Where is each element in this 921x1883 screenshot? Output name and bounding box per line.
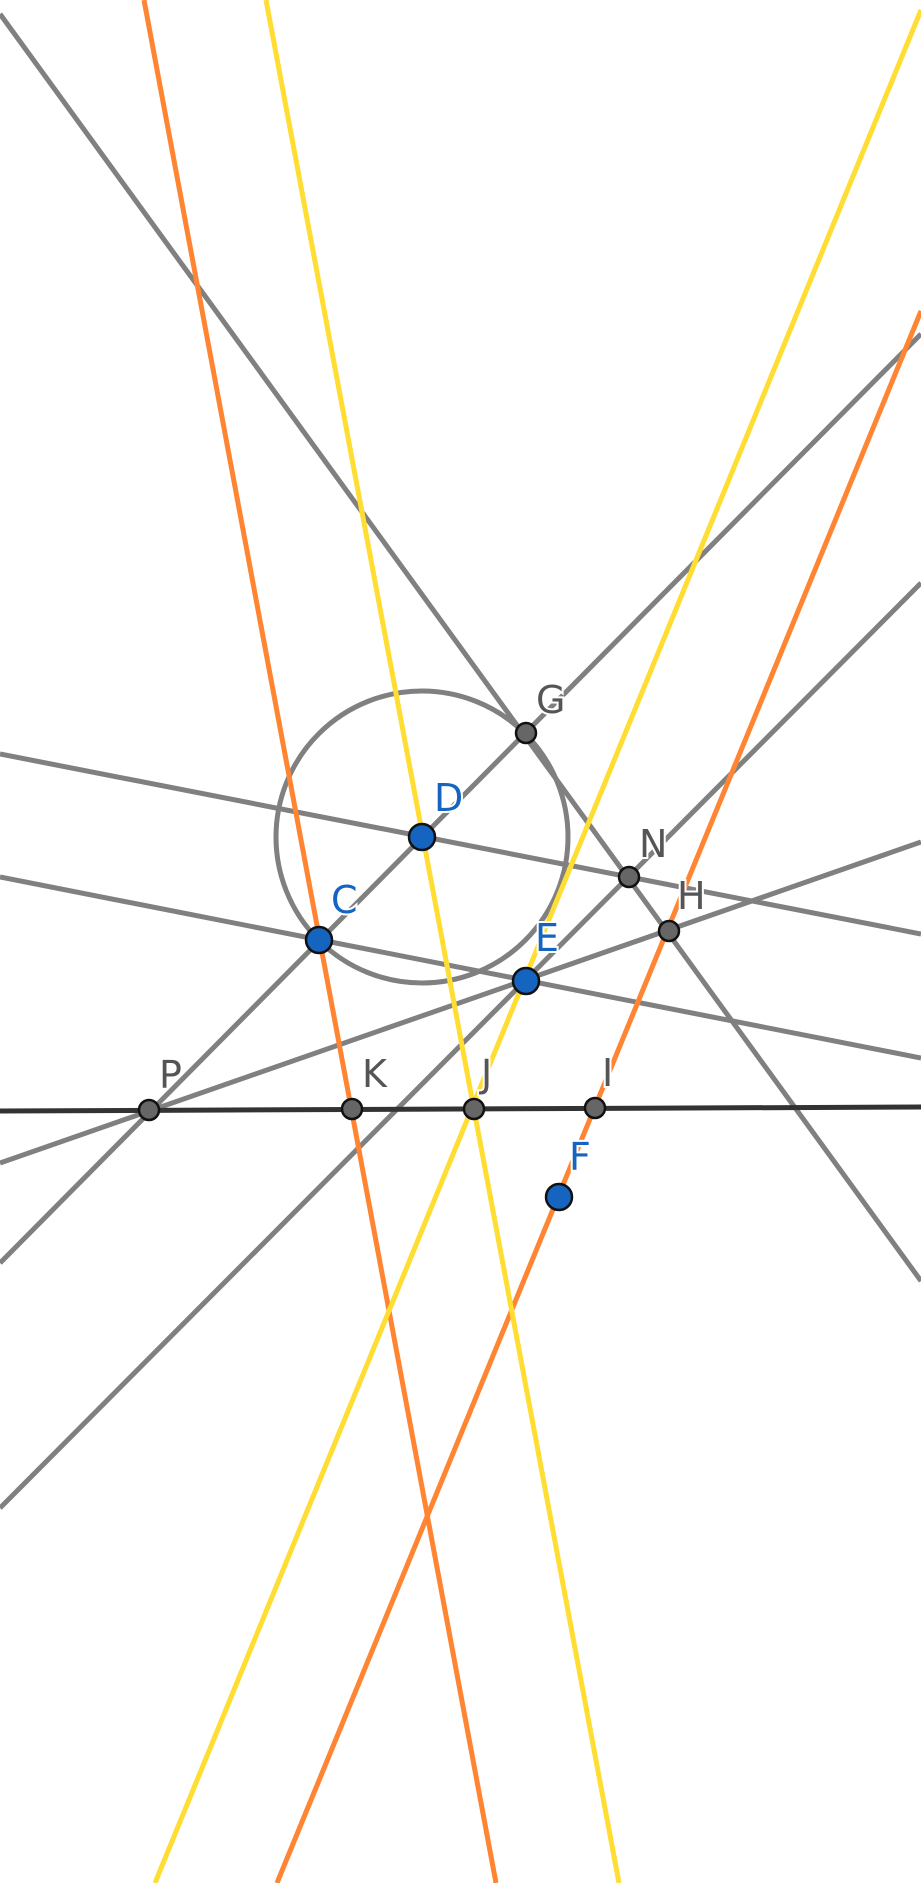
label-h: H xyxy=(677,874,706,918)
label-p: P xyxy=(159,1053,182,1097)
label-k: K xyxy=(362,1052,388,1096)
line-through-d-j xyxy=(263,0,622,1883)
line-through-f-h xyxy=(274,310,921,1883)
label-i: I xyxy=(602,1051,613,1095)
point-n[interactable] xyxy=(617,865,641,889)
label-n: N xyxy=(639,822,667,866)
point-k[interactable] xyxy=(340,1097,364,1121)
point-c[interactable] xyxy=(304,925,334,955)
label-f: F xyxy=(569,1135,591,1179)
label-c: C xyxy=(331,878,358,922)
point-f[interactable] xyxy=(544,1182,574,1212)
label-g: G xyxy=(536,678,565,722)
point-p[interactable] xyxy=(137,1098,161,1122)
line-through-e-j xyxy=(152,9,921,1883)
line-through-d-n xyxy=(0,751,921,937)
label-j: J xyxy=(479,1052,492,1096)
label-e: E xyxy=(535,916,559,960)
circle-centered-d xyxy=(273,688,571,986)
line-through-g-h xyxy=(0,12,921,1283)
point-d[interactable] xyxy=(407,822,437,852)
point-e[interactable] xyxy=(511,966,541,996)
line-through-c-e xyxy=(0,874,921,1061)
line-through-p-h xyxy=(0,839,921,1166)
point-i[interactable] xyxy=(583,1096,607,1120)
point-h[interactable] xyxy=(657,919,681,943)
point-g[interactable] xyxy=(514,721,538,745)
point-j[interactable] xyxy=(462,1097,486,1121)
label-d: D xyxy=(434,776,463,820)
